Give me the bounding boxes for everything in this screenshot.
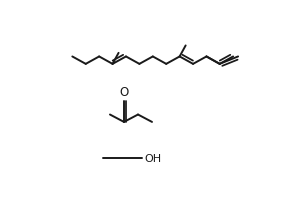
Text: O: O bbox=[119, 86, 129, 99]
Text: OH: OH bbox=[144, 153, 162, 163]
